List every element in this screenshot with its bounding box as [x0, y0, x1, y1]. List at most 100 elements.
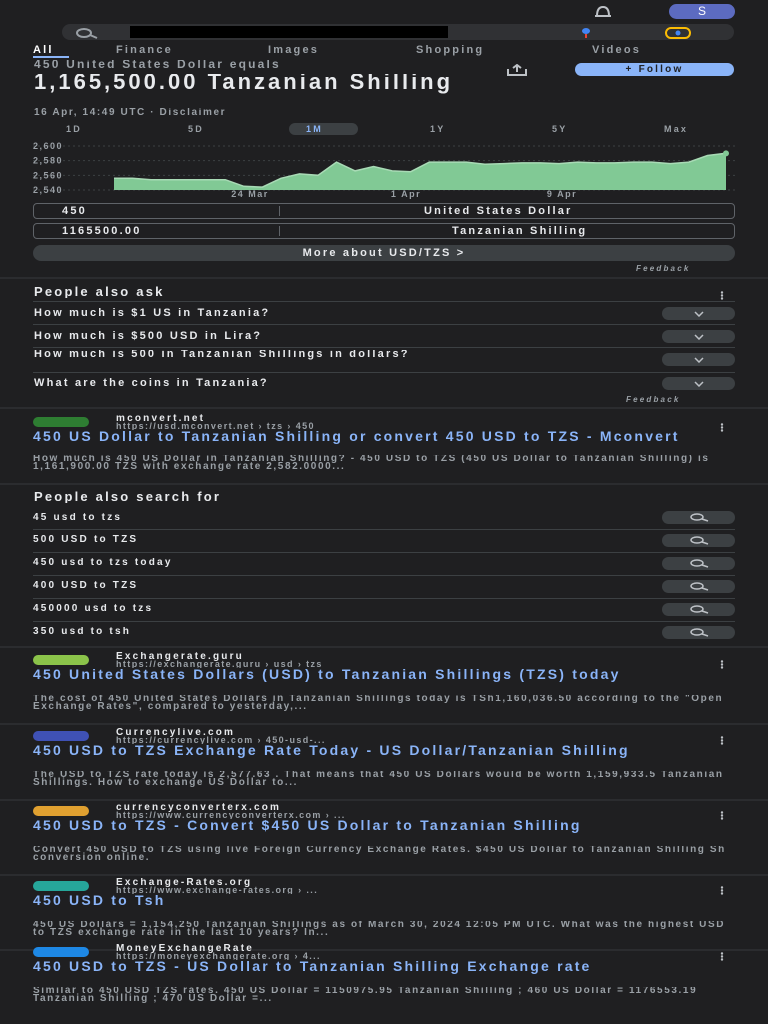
to-currency-select[interactable]: Tanzanian Shilling: [452, 225, 588, 237]
site-favicon: [33, 731, 89, 741]
search-suggestion-button[interactable]: [662, 603, 735, 616]
x-tick-label: 24 Mar: [231, 189, 269, 199]
to-currency-field[interactable]: [33, 223, 735, 239]
result-snippet: How much is 450 US Dollar in Tanzanian S…: [33, 455, 710, 472]
more-options-icon[interactable]: [720, 882, 724, 895]
y-tick-label: 2,540: [33, 185, 63, 195]
divider: [33, 301, 735, 302]
search-suggestion-button[interactable]: [662, 511, 735, 524]
range-1y[interactable]: 1Y: [430, 124, 446, 134]
search-suggestion-button[interactable]: [662, 580, 735, 593]
notifications-icon[interactable]: [590, 4, 616, 18]
tab-all[interactable]: All: [33, 44, 54, 56]
y-tick-label: 2,580: [33, 156, 63, 166]
more-about-button[interactable]: More about USD/TZS >: [33, 245, 735, 261]
from-currency-select[interactable]: United States Dollar: [424, 205, 573, 217]
section-divider: [0, 646, 768, 648]
result-url[interactable]: https://exchangerate.guru › usd › tzs: [116, 660, 323, 668]
more-options-icon[interactable]: [720, 807, 724, 820]
tab-shopping[interactable]: Shopping: [416, 44, 485, 56]
site-favicon: [33, 655, 89, 665]
chart-current-point: [723, 150, 729, 157]
range-max[interactable]: Max: [664, 124, 689, 134]
voice-search-icon[interactable]: [576, 26, 596, 44]
search-suggestion-button[interactable]: [662, 557, 735, 570]
more-options-icon[interactable]: [720, 948, 724, 961]
result-site-name[interactable]: MoneyExchangeRate: [116, 944, 254, 953]
y-tick-label: 2,560: [33, 170, 63, 180]
pasf-item[interactable]: 450 usd to tzs today: [33, 558, 173, 568]
range-1m[interactable]: 1M: [306, 124, 323, 134]
site-favicon: [33, 881, 89, 891]
result-site-name[interactable]: Currencylive.com: [116, 728, 236, 737]
to-amount-input[interactable]: 1165500.00: [62, 225, 142, 237]
tab-finance[interactable]: Finance: [116, 44, 173, 56]
section-divider: [0, 723, 768, 725]
range-1d[interactable]: 1D: [66, 124, 82, 134]
tab-images[interactable]: Images: [268, 44, 320, 56]
share-icon[interactable]: [500, 63, 534, 81]
more-options-icon[interactable]: [720, 419, 724, 432]
feedback-link[interactable]: Feedback: [626, 395, 681, 404]
more-options-icon[interactable]: [720, 732, 724, 745]
result-snippet: Convert 450 USD to TZS using live Foreig…: [33, 846, 726, 863]
chart-area-series: [114, 153, 726, 190]
result-title-link[interactable]: 450 US Dollar to Tanzanian Shilling or c…: [33, 431, 680, 444]
avatar[interactable]: S: [669, 4, 735, 19]
tab-all-underline: [33, 56, 69, 58]
expand-question-button[interactable]: [662, 307, 735, 320]
pasf-item[interactable]: 350 usd to tsh: [33, 627, 132, 637]
result-url[interactable]: https://currencylive.com › 450-usd-...: [116, 736, 326, 744]
divider: [33, 529, 735, 530]
field-separator: [279, 226, 280, 236]
result-title-link[interactable]: 450 USD to TZS - US Dollar to Tanzanian …: [33, 961, 592, 974]
top-bar: [0, 0, 768, 24]
result-site-name[interactable]: currencyconverterx.com: [116, 803, 282, 812]
feedback-link[interactable]: Feedback: [636, 264, 691, 273]
expand-question-button[interactable]: [662, 353, 735, 366]
result-url[interactable]: https://www.exchange-rates.org › ...: [116, 886, 319, 894]
y-tick-label: 2,600: [33, 141, 63, 151]
pasf-item[interactable]: 45 usd to tzs: [33, 513, 123, 523]
pasf-item[interactable]: 400 USD to TZS: [33, 581, 139, 591]
from-currency-field[interactable]: [33, 203, 735, 219]
result-url[interactable]: https://usd.mconvert.net › tzs › 450: [116, 422, 315, 430]
more-options-icon[interactable]: [720, 287, 724, 300]
result-title-link[interactable]: 450 USD to Tsh: [33, 895, 166, 908]
range-5y[interactable]: 5Y: [552, 124, 568, 134]
paa-title: People also ask: [34, 285, 165, 298]
result-url[interactable]: https://moneyexchangerate.org › 4...: [116, 952, 321, 960]
search-icon[interactable]: [72, 26, 100, 44]
divider: [33, 347, 735, 348]
expand-question-button[interactable]: [662, 330, 735, 343]
search-suggestion-button[interactable]: [662, 534, 735, 547]
paa-question[interactable]: How much is $500 USD in Lira?: [34, 331, 263, 342]
redacted-query: [130, 26, 448, 38]
expand-question-button[interactable]: [662, 377, 735, 390]
lens-icon[interactable]: [664, 26, 692, 44]
result-title-link[interactable]: 450 USD to TZS Exchange Rate Today - US …: [33, 745, 630, 758]
tab-videos[interactable]: Videos: [592, 44, 642, 56]
range-1m-active[interactable]: [289, 123, 358, 135]
from-amount-input[interactable]: 450: [62, 205, 87, 217]
paa-question[interactable]: How much is 500 in Tanzanian Shillings i…: [34, 350, 410, 360]
follow-button[interactable]: + Follow: [575, 63, 734, 76]
result-site-name[interactable]: Exchangerate.guru: [116, 652, 244, 661]
pasf-item[interactable]: 450000 usd to tzs: [33, 604, 154, 614]
result-title-link[interactable]: 450 United States Dollars (USD) to Tanza…: [33, 669, 621, 682]
section-divider: [0, 277, 768, 279]
pasf-item[interactable]: 500 USD to TZS: [33, 535, 139, 545]
result-site-name[interactable]: Exchange-Rates.org: [116, 878, 253, 887]
paa-question[interactable]: What are the coins in Tanzania?: [34, 378, 269, 389]
more-options-icon[interactable]: [720, 656, 724, 669]
section-divider: [0, 483, 768, 485]
result-snippet: Similar to 450 USD TZS rates. 450 US Dol…: [33, 987, 698, 1004]
result-url[interactable]: https://www.currencyconverterx.com › ...: [116, 811, 346, 819]
paa-question[interactable]: How much is $1 US in Tanzania?: [34, 308, 271, 319]
result-title-link[interactable]: 450 USD to TZS - Convert $450 US Dollar …: [33, 820, 582, 833]
range-5d[interactable]: 5D: [188, 124, 204, 134]
result-site-name[interactable]: mconvert.net: [116, 414, 206, 423]
search-suggestion-button[interactable]: [662, 626, 735, 639]
rate-date: 16 Apr, 14:49 UTC · Disclaimer: [34, 108, 227, 118]
x-tick-label: 9 Apr: [547, 189, 577, 199]
